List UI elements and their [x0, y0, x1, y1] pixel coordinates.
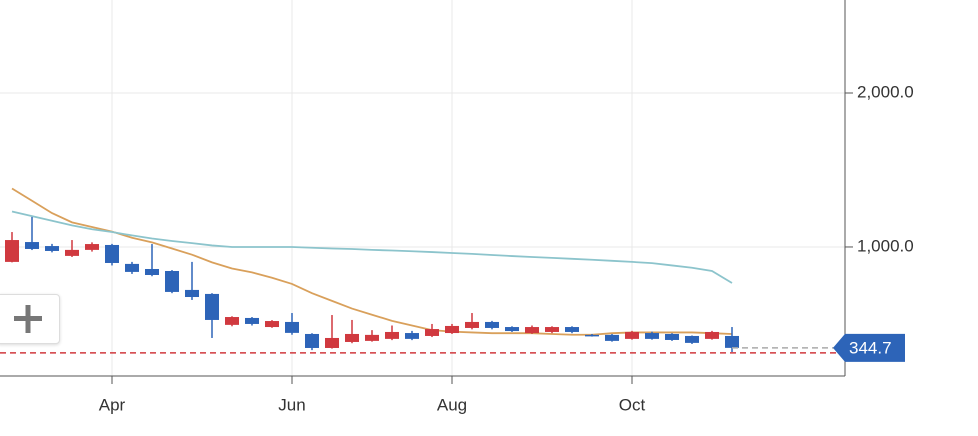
candle-body: [445, 325, 459, 334]
candle-body: [205, 293, 219, 320]
candle-body: [585, 334, 599, 337]
y-tick-label: 1,000.0: [857, 236, 914, 255]
plus-icon: [14, 305, 42, 333]
candle-body: [665, 333, 679, 340]
candle-body: [185, 289, 199, 298]
candle-body: [365, 334, 379, 341]
candle-body: [565, 327, 579, 332]
ma-line: [11, 210, 733, 284]
candle-body: [725, 335, 739, 348]
candle-body: [85, 244, 99, 250]
candle-body: [305, 333, 319, 348]
last-price-badge: [833, 333, 905, 362]
candle-body: [465, 321, 479, 328]
candle-body: [405, 333, 419, 339]
last-price-label: 344.7: [849, 338, 892, 357]
candle-body: [265, 321, 279, 328]
candle-body: [245, 317, 259, 324]
candle-body: [125, 263, 139, 272]
candle-body: [325, 337, 339, 348]
y-tick-label: 2,000.0: [857, 82, 914, 101]
candle-body: [5, 240, 19, 262]
candle-body: [165, 270, 179, 292]
x-tick-label: Aug: [437, 395, 467, 414]
candle-body: [485, 321, 499, 328]
candle-body: [525, 327, 539, 334]
x-tick-label: Oct: [619, 395, 646, 414]
candle-body: [605, 334, 619, 341]
candle-body: [385, 331, 399, 339]
candle-body: [285, 321, 299, 333]
candle-body: [225, 317, 239, 325]
candle-body: [65, 249, 79, 256]
x-tick-label: Jun: [278, 395, 305, 414]
candle-body: [505, 327, 519, 332]
candle-body: [645, 333, 659, 339]
x-tick-label: Apr: [99, 395, 126, 414]
candle-body: [345, 333, 359, 342]
ma-line: [11, 187, 733, 336]
candle-body: [45, 246, 59, 251]
candle-body: [705, 331, 719, 339]
candle-body: [105, 244, 119, 263]
candle-body: [425, 329, 439, 336]
candle-body: [545, 327, 559, 332]
zoom-button[interactable]: [0, 294, 60, 344]
candle-body: [625, 331, 639, 339]
candle-body: [685, 335, 699, 343]
candle-body: [145, 268, 159, 275]
candle-body: [25, 242, 39, 249]
